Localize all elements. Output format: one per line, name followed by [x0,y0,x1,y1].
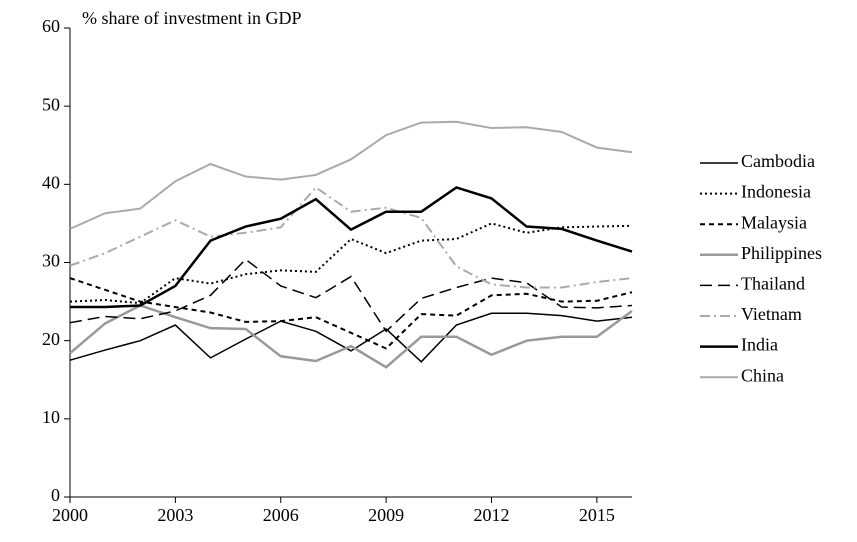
y-tick-label: 50 [42,94,60,114]
legend-label: Cambodia [741,151,815,171]
series-line [70,186,633,309]
series-line [69,222,633,305]
legend-label: India [741,335,778,355]
legend-label: Indonesia [741,182,811,202]
y-tick-label: 20 [42,329,60,349]
x-tick-label: 2003 [157,505,193,525]
series-line [69,120,633,230]
y-tick-label: 30 [42,251,60,271]
x-tick-label: 2006 [263,505,299,525]
x-tick-label: 2015 [579,505,615,525]
series-line [69,186,633,289]
y-tick-label: 10 [42,407,60,427]
x-tick-label: 2012 [474,505,510,525]
legend-label: Vietnam [741,304,802,324]
legend-label: Malaysia [741,212,807,232]
legend-label: Philippines [741,243,822,263]
legend-label: Thailand [741,274,805,294]
series-line [69,258,633,333]
series-line [69,312,633,363]
y-tick-label: 0 [51,485,60,505]
y-tick-label: 60 [42,16,60,36]
chart-title: % share of investment in GDP [82,8,301,28]
x-tick-label: 2009 [368,505,404,525]
y-tick-label: 40 [42,172,60,192]
series-line [69,277,633,350]
x-tick-label: 2000 [52,505,88,525]
legend-label: China [741,365,784,385]
